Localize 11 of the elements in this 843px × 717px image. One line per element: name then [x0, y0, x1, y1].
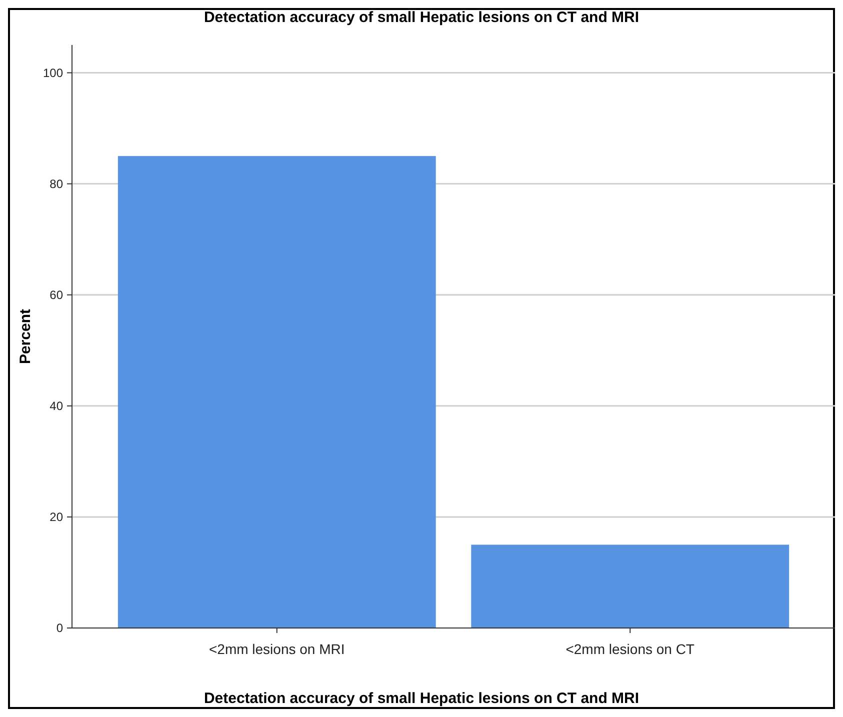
y-tick-label: 100: [42, 66, 64, 80]
y-tick-label: 80: [50, 177, 64, 192]
y-tick-label: 40: [50, 399, 64, 414]
x-axis-title: Detectation accuracy of small Hepatic lesions on CT and MRI: [204, 690, 640, 707]
x-tick-label: <2mm lesions on CT: [566, 641, 695, 657]
y-tick-label: 20: [50, 510, 64, 524]
y-tick-label: 60: [50, 288, 64, 302]
chart-title: Detectation accuracy of small Hepatic lesions on CT and MRI: [204, 9, 640, 26]
y-tick-label: 0: [56, 621, 64, 636]
x-tick-label: <2mm lesions on MRI: [208, 641, 345, 657]
y-axis-title: Percent: [17, 308, 34, 364]
